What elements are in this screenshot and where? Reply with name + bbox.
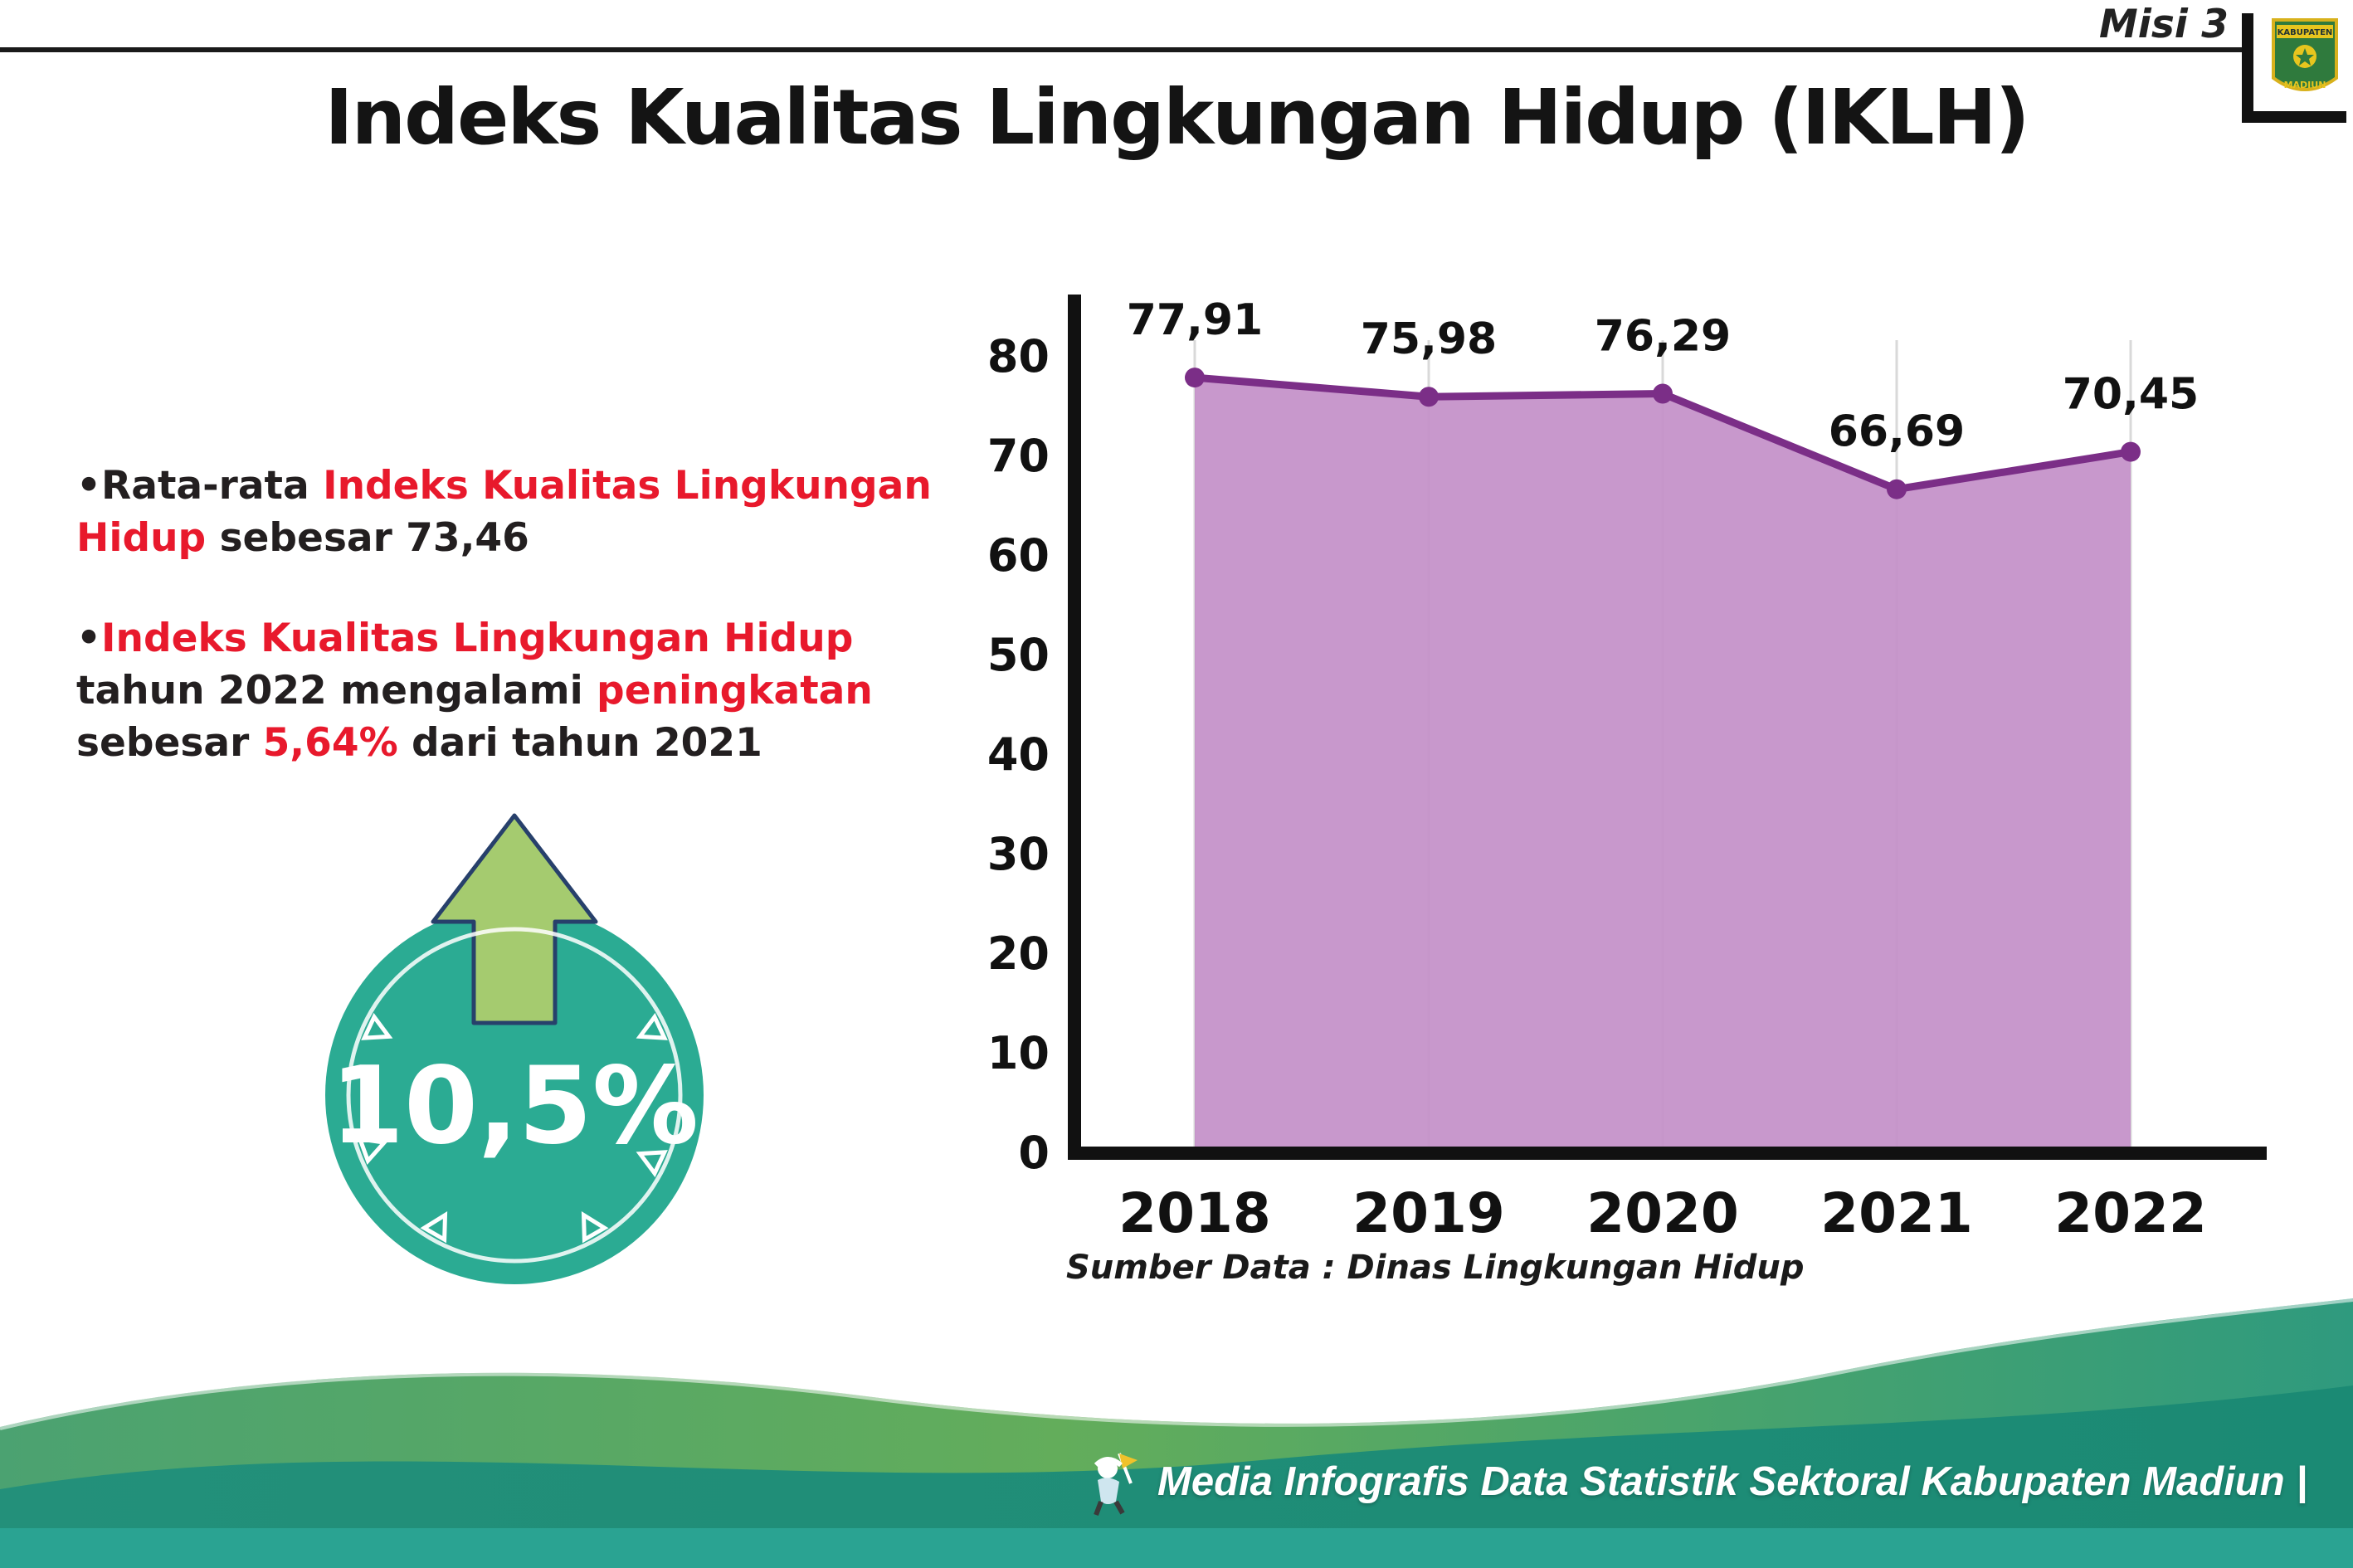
- y-tick-label: 60: [987, 529, 1050, 582]
- chart-point: [1887, 479, 1907, 499]
- footer-text: Media Infografis Data Statistik Sektoral…: [1157, 1459, 2307, 1504]
- badge-circle: [325, 906, 704, 1284]
- bullet-item: •Indeks Kualitas Lingkungan Hidup tahun …: [76, 615, 873, 766]
- y-tick-label: 30: [987, 828, 1050, 880]
- bullet-segment: 5,64%: [262, 719, 398, 766]
- x-axis: [1068, 1147, 2267, 1160]
- bullet-segment: dari tahun 2021: [397, 719, 762, 766]
- up-arrow-icon: [431, 813, 598, 1025]
- logo-text-bottom: MADIUN: [2284, 80, 2326, 90]
- footer: Media Infografis Data Statistik Sektoral…: [0, 1253, 2353, 1568]
- bullet-segment: Rata-rata: [101, 463, 324, 509]
- crest-icon: KABUPATEN MADIUN: [2272, 18, 2338, 91]
- kabupaten-madiun-logo: KABUPATEN MADIUN: [2242, 13, 2346, 123]
- y-tick-label: 40: [987, 728, 1050, 781]
- x-axis-label: 2018: [1118, 1181, 1271, 1245]
- badge-ticks: [357, 1012, 668, 1244]
- chart-point: [1653, 383, 1673, 404]
- y-tick-label: 20: [987, 928, 1050, 980]
- footer-credit: Media Infografis Data Statistik Sektoral…: [1083, 1447, 2307, 1517]
- y-tick-label: 70: [987, 430, 1050, 482]
- bullet-segment: sebesar: [76, 719, 263, 766]
- value-label: 66,69: [1829, 407, 1965, 457]
- x-axis-label: 2020: [1586, 1181, 1739, 1245]
- y-tick-label: 50: [987, 629, 1050, 681]
- increase-badge: 10,5%: [307, 801, 722, 1298]
- misi-label: Misi 3: [2098, 2, 2229, 47]
- y-tick-label: 10: [987, 1027, 1050, 1079]
- footer-waves: [0, 1298, 2353, 1568]
- header-rule: [0, 47, 2250, 52]
- badge-value: 10,5%: [330, 1045, 699, 1168]
- value-label: 75,98: [1361, 314, 1497, 364]
- chart-area: [1195, 377, 2131, 1153]
- bullet-segment: Indeks Kualitas Lingkungan Hidup: [76, 463, 932, 561]
- badge-ring: [346, 927, 683, 1264]
- value-label: 70,45: [2063, 370, 2199, 420]
- x-axis-label: 2022: [2054, 1181, 2207, 1245]
- bullet-list: •Rata-rata Indeks Kualitas Lingkungan Hi…: [76, 460, 964, 818]
- iklh-area-chart: 77,91 75,98 76,29 66,69 70,45 0 10 20 30 40 50 60 70…: [954, 249, 2282, 1278]
- bullet-segment: peningkatan: [597, 667, 873, 713]
- bullet-segment: Indeks Kualitas Lingkungan Hidup: [101, 615, 854, 661]
- x-axis-label: 2021: [1820, 1181, 1973, 1245]
- chart-point: [1419, 387, 1439, 407]
- mascot-icon: [1094, 1453, 1138, 1517]
- y-tick-label: 0: [1018, 1127, 1050, 1179]
- bullet-item: •Rata-rata Indeks Kualitas Lingkungan Hi…: [76, 463, 932, 561]
- y-tick-label: 80: [987, 330, 1050, 382]
- bullet-segment: tahun 2022 mengalami: [76, 667, 597, 713]
- value-label: 77,91: [1127, 295, 1263, 345]
- bullet-segment: sebesar 73,46: [206, 514, 529, 561]
- chart-point: [2121, 441, 2141, 462]
- footer-bottom-bar: [0, 1528, 2353, 1568]
- chart-point: [1185, 368, 1205, 388]
- logo-text-top: KABUPATEN: [2277, 28, 2333, 37]
- page-title: Indeks Kualitas Lingkungan Hidup (IKLH): [324, 73, 2029, 162]
- y-axis: [1068, 295, 1081, 1160]
- value-label: 76,29: [1595, 312, 1731, 362]
- chart-source-label: Sumber Data : Dinas Lingkungan Hidup: [1066, 1249, 1805, 1287]
- x-axis-label: 2019: [1352, 1181, 1505, 1245]
